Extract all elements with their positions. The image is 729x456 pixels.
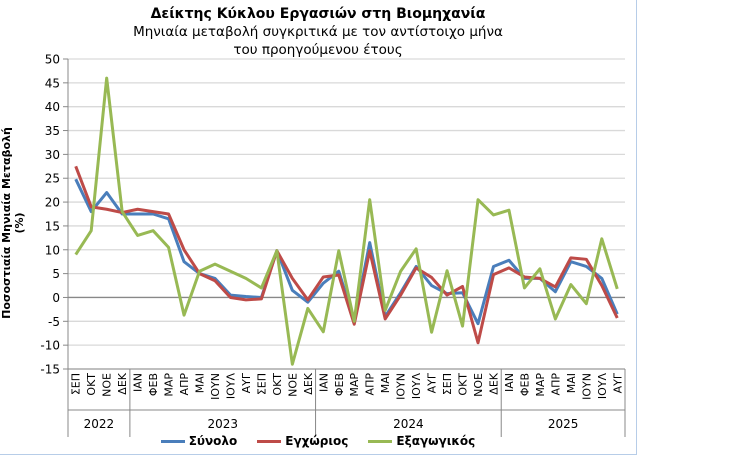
y-tick-label: 30 [45, 148, 60, 162]
x-tick-label: ΣΕΠ [441, 373, 454, 395]
chart-subtitle-line-1: Μηνιαία μεταβολή συγκριτικά με τον αντίσ… [133, 24, 503, 40]
x-tick-label: ΜΑΙ [565, 373, 578, 393]
x-tick-label: ΦΕΒ [518, 373, 531, 396]
x-tick-label: ΔΕΚ [116, 372, 129, 394]
legend-item: Εγχώριος [257, 434, 348, 448]
legend-swatch [257, 439, 282, 443]
chart-frame [0, 0, 637, 455]
x-tick-label: ΙΟΥΛ [596, 373, 609, 400]
x-tick-label: ΙΟΥΛ [224, 373, 237, 400]
legend: Σύνολο Εγχώριος Εξαγωγικός [0, 434, 636, 448]
x-tick-label: ΔΕΚ [487, 372, 500, 394]
x-tick-label: ΑΥΓ [240, 372, 253, 393]
x-tick-label: ΜΑΙ [194, 373, 207, 393]
x-tick-label: ΙΑΝ [132, 373, 145, 392]
x-tick-label: ΑΥΓ [611, 372, 624, 393]
y-tick-label: 25 [45, 172, 60, 186]
legend-label: Εγχώριος [285, 434, 349, 448]
year-label: 2022 [84, 417, 115, 431]
legend-swatch [160, 439, 185, 443]
year-label: 2024 [393, 417, 424, 431]
y-tick-label: 45 [45, 76, 60, 90]
y-tick-label: 10 [45, 243, 60, 257]
y-tick-label: 5 [52, 267, 60, 281]
x-tick-label: ΜΑΡ [348, 373, 361, 397]
x-tick-label: ΣΕΠ [255, 373, 268, 395]
x-tick-label: ΔΕΚ [302, 372, 315, 394]
x-tick-label: ΙΑΝ [317, 373, 330, 392]
legend-label: Σύνολο [188, 434, 238, 448]
legend-swatch [368, 439, 393, 443]
y-tick-label: 20 [45, 196, 60, 210]
x-tick-label: ΦΕΒ [147, 373, 160, 396]
legend-label: Εξαγωγικός [396, 434, 476, 448]
chart-title: Δείκτης Κύκλου Εργασιών στη Βιομηχανία [150, 6, 486, 22]
y-tick-label: -10 [40, 339, 60, 353]
year-label: 2023 [207, 417, 238, 431]
x-tick-label: ΙΟΥΝ [395, 373, 408, 400]
legend-item: Εξαγωγικός [368, 434, 475, 448]
series-line-1 [74, 165, 619, 345]
x-tick-label: ΜΑΡ [163, 373, 176, 397]
x-tick-label: ΑΠΡ [178, 373, 191, 396]
x-tick-label: ΑΠΡ [364, 373, 377, 396]
y-tick-label: 50 [45, 53, 60, 67]
y-tick-label: 35 [45, 124, 60, 138]
y-tick-label: 15 [45, 219, 60, 233]
y-tick-label: 0 [52, 291, 60, 305]
chart-subtitle-line-2: του προηγούμενου έτους [233, 42, 403, 58]
x-tick-label: ΝΟΕ [472, 373, 485, 397]
x-tick-label: ΜΑΡ [534, 373, 547, 397]
x-tick-label: ΜΑΙ [379, 373, 392, 393]
x-tick-label: ΟΚΤ [85, 373, 98, 396]
y-tick-label: 40 [45, 100, 60, 114]
x-tick-label: ΙΟΥΝ [209, 373, 222, 400]
x-tick-label: ΑΥΓ [426, 372, 439, 393]
x-tick-label: ΙΟΥΛ [410, 373, 423, 400]
series-line-2 [74, 76, 619, 366]
x-tick-label: ΣΕΠ [70, 373, 83, 395]
x-tick-label: ΙΟΥΝ [580, 373, 593, 400]
x-tick-label: ΑΠΡ [549, 373, 562, 396]
y-tick-label: -5 [48, 315, 60, 329]
x-tick-label: ΟΚΤ [457, 373, 470, 396]
x-tick-label: ΙΑΝ [503, 373, 516, 392]
y-tick-label: -15 [40, 363, 60, 377]
legend-item: Σύνολο [160, 434, 238, 448]
x-tick-label: ΟΚΤ [271, 373, 284, 396]
x-tick-label: ΝΟΕ [101, 373, 114, 397]
x-tick-label: ΦΕΒ [333, 373, 346, 396]
year-label: 2025 [548, 417, 579, 431]
x-tick-label: ΝΟΕ [286, 373, 299, 397]
